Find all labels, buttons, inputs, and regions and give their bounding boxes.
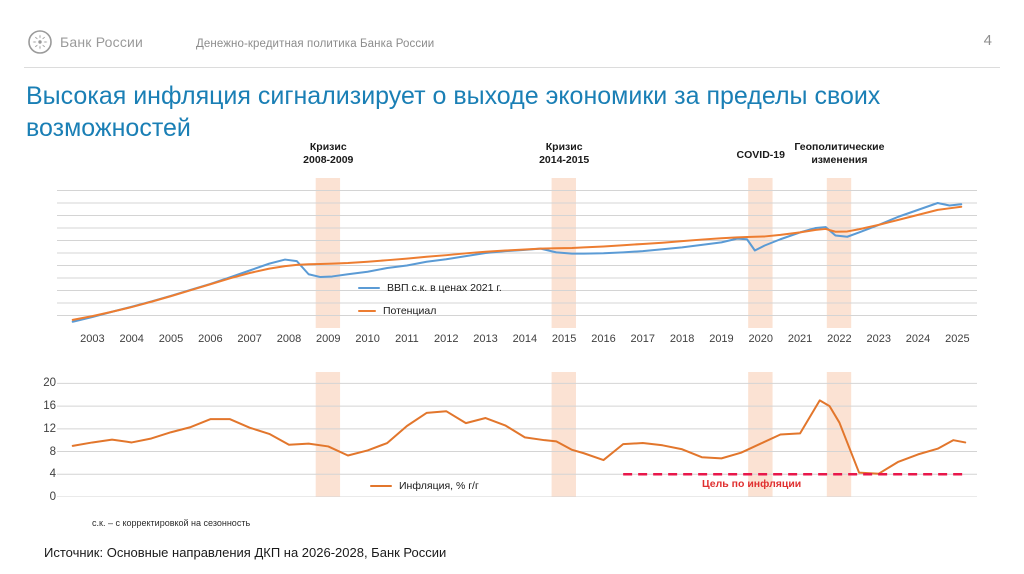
bank-logo-label: Банк России bbox=[60, 34, 144, 50]
charts-container: Кризис 2008-2009 Кризис 2014-2015 COVID-19… bbox=[0, 140, 1024, 540]
x-axis-label: 2025 bbox=[945, 333, 970, 345]
x-axis-label: 2013 bbox=[473, 333, 498, 345]
annotation-covid-19: COVID-19 bbox=[661, 149, 861, 162]
annotation-line: изменения bbox=[811, 154, 868, 167]
x-axis-label: 2008 bbox=[276, 333, 302, 345]
annotation-crisis-2008-2009: Кризис 2008-2009 bbox=[228, 141, 428, 167]
inflation-target-label: Цель по инфляции bbox=[702, 478, 802, 490]
header-subtitle: Денежно-кредитная политика Банка России bbox=[196, 38, 435, 50]
x-axis-label: 2003 bbox=[80, 333, 105, 345]
x-axis-label: 2012 bbox=[433, 333, 459, 345]
x-axis-label: 2007 bbox=[237, 333, 262, 345]
slide-header: Банк России Денежно-кредитная политика Б… bbox=[0, 0, 1024, 68]
x-axis-label: 2004 bbox=[119, 333, 144, 345]
x-axis-label: 2010 bbox=[355, 333, 380, 345]
annotation-geopolitical-changes: Геополитические изменения bbox=[739, 141, 939, 167]
x-axis-label: 2018 bbox=[669, 333, 695, 345]
y-axis-label: 8 bbox=[49, 445, 56, 458]
annotation-line: COVID-19 bbox=[736, 149, 785, 161]
inflation-y-axis-labels: 0 4 8 12 16 20 bbox=[30, 372, 56, 503]
annotation-line: 2014-2015 bbox=[539, 154, 590, 167]
x-axis-label: 2016 bbox=[591, 333, 616, 345]
x-axis-label: 2005 bbox=[158, 333, 184, 345]
legend-gdp: ВВП с.к. в ценах 2021 г. bbox=[358, 282, 502, 294]
x-axis-label: 2020 bbox=[748, 333, 773, 345]
legend-label-inflation: Инфляция, % г/г bbox=[399, 480, 479, 492]
bank-of-russia-emblem-icon bbox=[28, 30, 52, 54]
x-axis-label: 2011 bbox=[395, 333, 419, 345]
x-axis-label: 2009 bbox=[316, 333, 341, 345]
page-title: Высокая инфляция сигнализирует о выходе … bbox=[26, 82, 881, 142]
annotation-crisis-2014-2015: Кризис 2014-2015 bbox=[464, 141, 664, 167]
y-axis-label: 4 bbox=[49, 468, 56, 481]
y-axis-label: 12 bbox=[43, 422, 56, 435]
x-axis-label: 2017 bbox=[630, 333, 656, 345]
legend-swatch-inflation bbox=[370, 484, 392, 488]
x-axis-label: 2015 bbox=[551, 333, 577, 345]
source-line: Источник: Основные направления ДКП на 20… bbox=[44, 545, 447, 560]
annotation-line: Кризис bbox=[545, 141, 583, 153]
inflation-chart bbox=[57, 372, 977, 497]
legend-potential: Потенциал bbox=[358, 305, 436, 317]
x-axis-label: 2024 bbox=[905, 333, 931, 345]
header-divider bbox=[24, 67, 1000, 68]
y-axis-label: 0 bbox=[49, 491, 56, 503]
x-axis-label: 2022 bbox=[827, 333, 852, 345]
x-axis-label: 2006 bbox=[198, 333, 223, 345]
annotation-line: Геополитические bbox=[794, 141, 885, 153]
x-axis-label: 2021 bbox=[787, 333, 813, 345]
x-axis-labels: 2003 2004 2005 2006 2007 2008 2009 2010 2011 2012… bbox=[0, 333, 1024, 351]
legend-swatch-potential bbox=[358, 309, 376, 313]
annotation-line: 2008-2009 bbox=[303, 154, 354, 167]
x-axis-label: 2014 bbox=[512, 333, 538, 345]
legend-inflation: Инфляция, % г/г bbox=[370, 480, 479, 492]
gdp-chart bbox=[57, 178, 977, 328]
legend-label-gdp: ВВП с.к. в ценах 2021 г. bbox=[387, 282, 502, 294]
x-axis-label: 2019 bbox=[709, 333, 734, 345]
legend-label-potential: Потенциал bbox=[383, 305, 437, 317]
legend-swatch-gdp bbox=[358, 286, 380, 290]
annotation-line: Кризис bbox=[309, 141, 347, 153]
x-axis-label: 2023 bbox=[866, 333, 891, 345]
y-axis-label: 16 bbox=[43, 400, 56, 413]
page-number: 4 bbox=[983, 32, 992, 49]
y-axis-label: 20 bbox=[43, 377, 56, 390]
footnote: с.к. – с корректировкой на сезонность bbox=[92, 518, 251, 528]
bank-logo: Банк России bbox=[28, 30, 143, 54]
